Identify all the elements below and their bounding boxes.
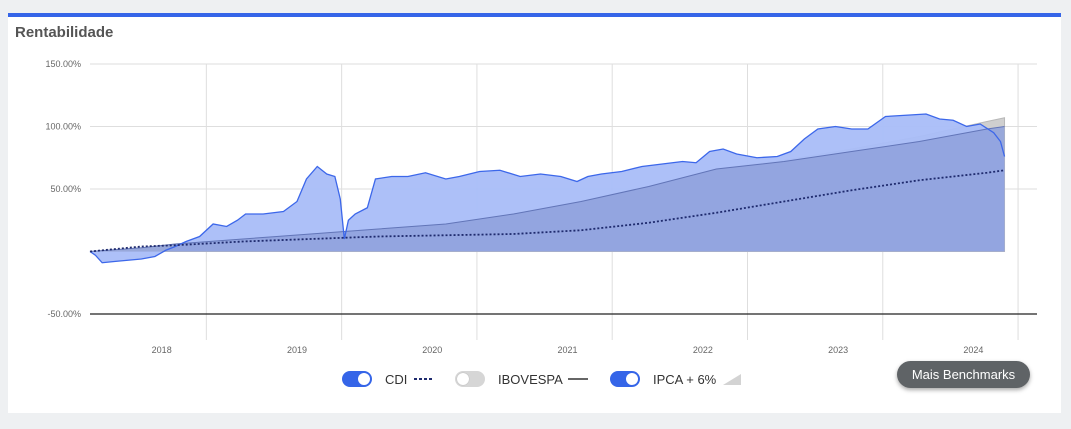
solid-line-icon <box>567 378 588 380</box>
toggle-knob <box>457 373 469 385</box>
x-tick-label: 2022 <box>693 345 713 355</box>
y-tick-label: -50.00% <box>47 309 81 319</box>
mais-benchmarks-button[interactable]: Mais Benchmarks <box>897 361 1030 388</box>
legend-item-ipca[interactable]: IPCA + 6% <box>610 368 743 390</box>
toggle-knob <box>626 373 638 385</box>
toggle-knob <box>358 373 370 385</box>
fund-line <box>89 113 1006 264</box>
x-tick-label: 2023 <box>828 345 848 355</box>
legend-label-ibovespa: IBOVESPA <box>498 371 563 387</box>
y-tick-label: 100.00% <box>45 122 81 132</box>
x-tick-label: 2024 <box>963 345 983 355</box>
legend-label-ipca: IPCA + 6% <box>653 371 717 387</box>
ipca-line <box>89 126 1005 252</box>
ipca-toggle[interactable] <box>610 371 640 387</box>
dotted-line-icon <box>414 378 435 380</box>
ibovespa-toggle[interactable] <box>455 371 485 387</box>
area-wedge-icon <box>723 374 742 385</box>
cdi-line <box>89 169 1005 253</box>
y-tick-label: 50.00% <box>50 184 81 194</box>
legend-item-ibovespa[interactable]: IBOVESPA <box>455 368 589 390</box>
card-title: Rentabilidade <box>15 24 114 41</box>
y-tick-label: 150.00% <box>45 59 81 69</box>
legend-item-cdi[interactable]: CDI <box>342 368 435 390</box>
x-tick-label: 2021 <box>558 345 578 355</box>
legend-label-cdi: CDI <box>385 371 408 387</box>
x-tick-label: 2019 <box>287 345 307 355</box>
ipca-area <box>90 126 1005 252</box>
x-tick-label: 2020 <box>422 345 442 355</box>
cdi-toggle[interactable] <box>342 371 372 387</box>
x-tick-label: 2018 <box>152 345 172 355</box>
